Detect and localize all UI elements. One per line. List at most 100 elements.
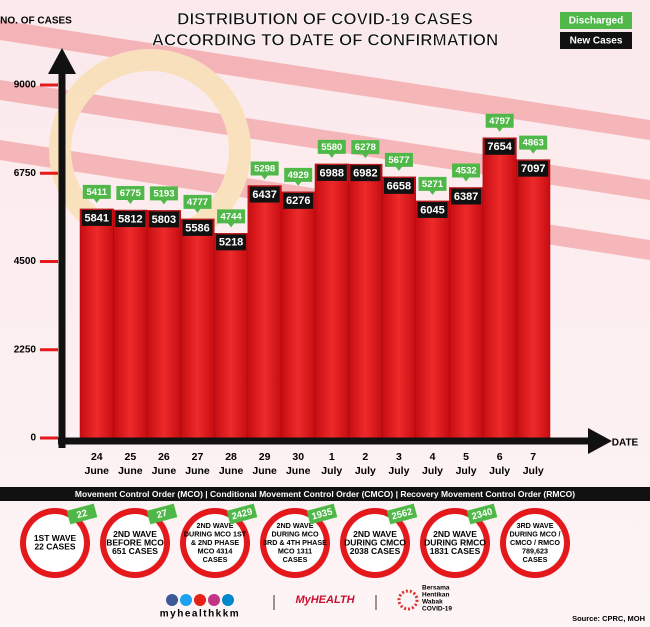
wave-tag bbox=[386, 503, 418, 525]
x-tick-label: 7 July bbox=[523, 451, 544, 477]
value-label: 5841 bbox=[85, 212, 109, 224]
wave-text: MCO 4314 bbox=[198, 546, 233, 555]
x-tick-label: 6 July bbox=[489, 451, 510, 477]
wave-text: & 2ND PHASE bbox=[191, 538, 240, 547]
value-label: 6387 bbox=[454, 191, 478, 203]
bar bbox=[415, 200, 450, 439]
footer-campaign: Bersama bbox=[422, 585, 450, 592]
value-label: 6437 bbox=[252, 189, 276, 201]
wave-circle bbox=[346, 514, 404, 572]
bar bbox=[449, 187, 484, 439]
value-label: 5218 bbox=[219, 237, 243, 249]
y-tick-label: 4500 bbox=[14, 256, 37, 267]
legend-swatch bbox=[560, 12, 632, 29]
x-tick-label: 4 July bbox=[422, 451, 443, 477]
discharged-label: 4863 bbox=[523, 138, 544, 149]
value-box bbox=[518, 160, 549, 177]
wave-text: DURING MCO / bbox=[509, 529, 560, 538]
x-tick-label: 5 July bbox=[456, 451, 477, 477]
bar bbox=[281, 191, 316, 439]
wave-text: 3RD WAVE bbox=[516, 521, 553, 530]
value-box bbox=[383, 177, 414, 194]
wave-tag-label: 27 bbox=[156, 508, 169, 521]
discharged-tag bbox=[82, 184, 111, 203]
discharged-tag bbox=[149, 186, 178, 205]
bar bbox=[348, 163, 383, 439]
footer-campaign: Hentikan bbox=[422, 592, 449, 599]
discharged-label: 5271 bbox=[422, 179, 444, 190]
x-tick-label: 28 June bbox=[219, 451, 244, 477]
legend-swatch bbox=[560, 32, 632, 49]
wave-text: 22 CASES bbox=[34, 542, 75, 552]
wave-text: CASES bbox=[523, 555, 548, 564]
value-label: 7097 bbox=[521, 163, 545, 175]
wave-text: 2ND WAVE bbox=[276, 521, 313, 530]
y-tick-label: 2250 bbox=[14, 344, 37, 355]
wave-text: 651 CASES bbox=[112, 546, 158, 556]
discharged-tag bbox=[116, 186, 145, 205]
wave-circle bbox=[266, 514, 324, 572]
legend-label: New Cases bbox=[570, 36, 623, 47]
x-tick-label: 30 June bbox=[286, 451, 311, 477]
wave-text: DURING CMCO bbox=[344, 537, 406, 547]
wave-text: DURING RMCO bbox=[424, 537, 486, 547]
wave-text: MCO 1311 bbox=[278, 546, 312, 555]
discharged-label: 4797 bbox=[489, 116, 510, 127]
discharged-tag bbox=[519, 135, 548, 154]
discharged-label: 5580 bbox=[321, 142, 342, 153]
wave-text: DURING MCO bbox=[271, 529, 319, 538]
value-label: 6276 bbox=[286, 195, 310, 207]
bar bbox=[482, 137, 517, 439]
wave-text: DURING MCO 1ST bbox=[184, 529, 247, 538]
bar bbox=[516, 159, 551, 439]
bar bbox=[79, 208, 114, 439]
bar bbox=[314, 163, 349, 439]
value-box bbox=[115, 211, 146, 228]
wave-text: CASES bbox=[283, 555, 308, 564]
x-tick-label: 29 June bbox=[252, 451, 277, 477]
wave-text: 2ND WAVE bbox=[353, 529, 397, 539]
discharged-label: 4744 bbox=[221, 211, 243, 222]
wave-text: BEFORE MCO bbox=[106, 537, 164, 547]
source: Source: CPRC, MOH bbox=[572, 614, 645, 623]
discharged-label: 6278 bbox=[355, 142, 376, 153]
x-tick-label: 3 July bbox=[388, 451, 409, 477]
wave-circle bbox=[26, 514, 84, 572]
discharged-tag bbox=[351, 140, 380, 159]
value-label: 6658 bbox=[387, 180, 411, 192]
wave-circle bbox=[186, 514, 244, 572]
wave-text: 1ST WAVE bbox=[34, 533, 77, 543]
value-box bbox=[451, 188, 482, 205]
wave-tag bbox=[306, 503, 338, 525]
wave-tag bbox=[66, 503, 98, 525]
value-box bbox=[484, 138, 515, 155]
bar bbox=[247, 185, 282, 439]
value-box bbox=[350, 165, 381, 182]
x-tick-label: 26 June bbox=[152, 451, 177, 477]
discharged-label: 4929 bbox=[288, 170, 309, 181]
value-box bbox=[81, 209, 112, 226]
bar bbox=[146, 210, 181, 439]
wave-tag-label: 2429 bbox=[230, 506, 253, 522]
wave-text: 1831 CASES bbox=[430, 546, 481, 556]
social-icons bbox=[166, 594, 234, 606]
value-box bbox=[216, 234, 247, 251]
discharged-label: 5411 bbox=[86, 187, 107, 198]
wave-tag bbox=[466, 503, 498, 525]
discharged-tag bbox=[250, 161, 279, 180]
discharged-label: 4777 bbox=[187, 197, 208, 208]
wave-text: CMCO / RMCO bbox=[510, 538, 560, 547]
y-tick-label: 6750 bbox=[14, 168, 37, 179]
discharged-tag bbox=[183, 194, 212, 213]
wave-text: 2038 CASES bbox=[350, 546, 401, 556]
discharged-label: 5193 bbox=[153, 188, 174, 199]
footer-brand: MyHEALTH bbox=[295, 594, 355, 606]
x-tick-label: 2 July bbox=[355, 451, 376, 477]
x-tick-label: 25 June bbox=[118, 451, 143, 477]
discharged-tag bbox=[418, 176, 447, 195]
